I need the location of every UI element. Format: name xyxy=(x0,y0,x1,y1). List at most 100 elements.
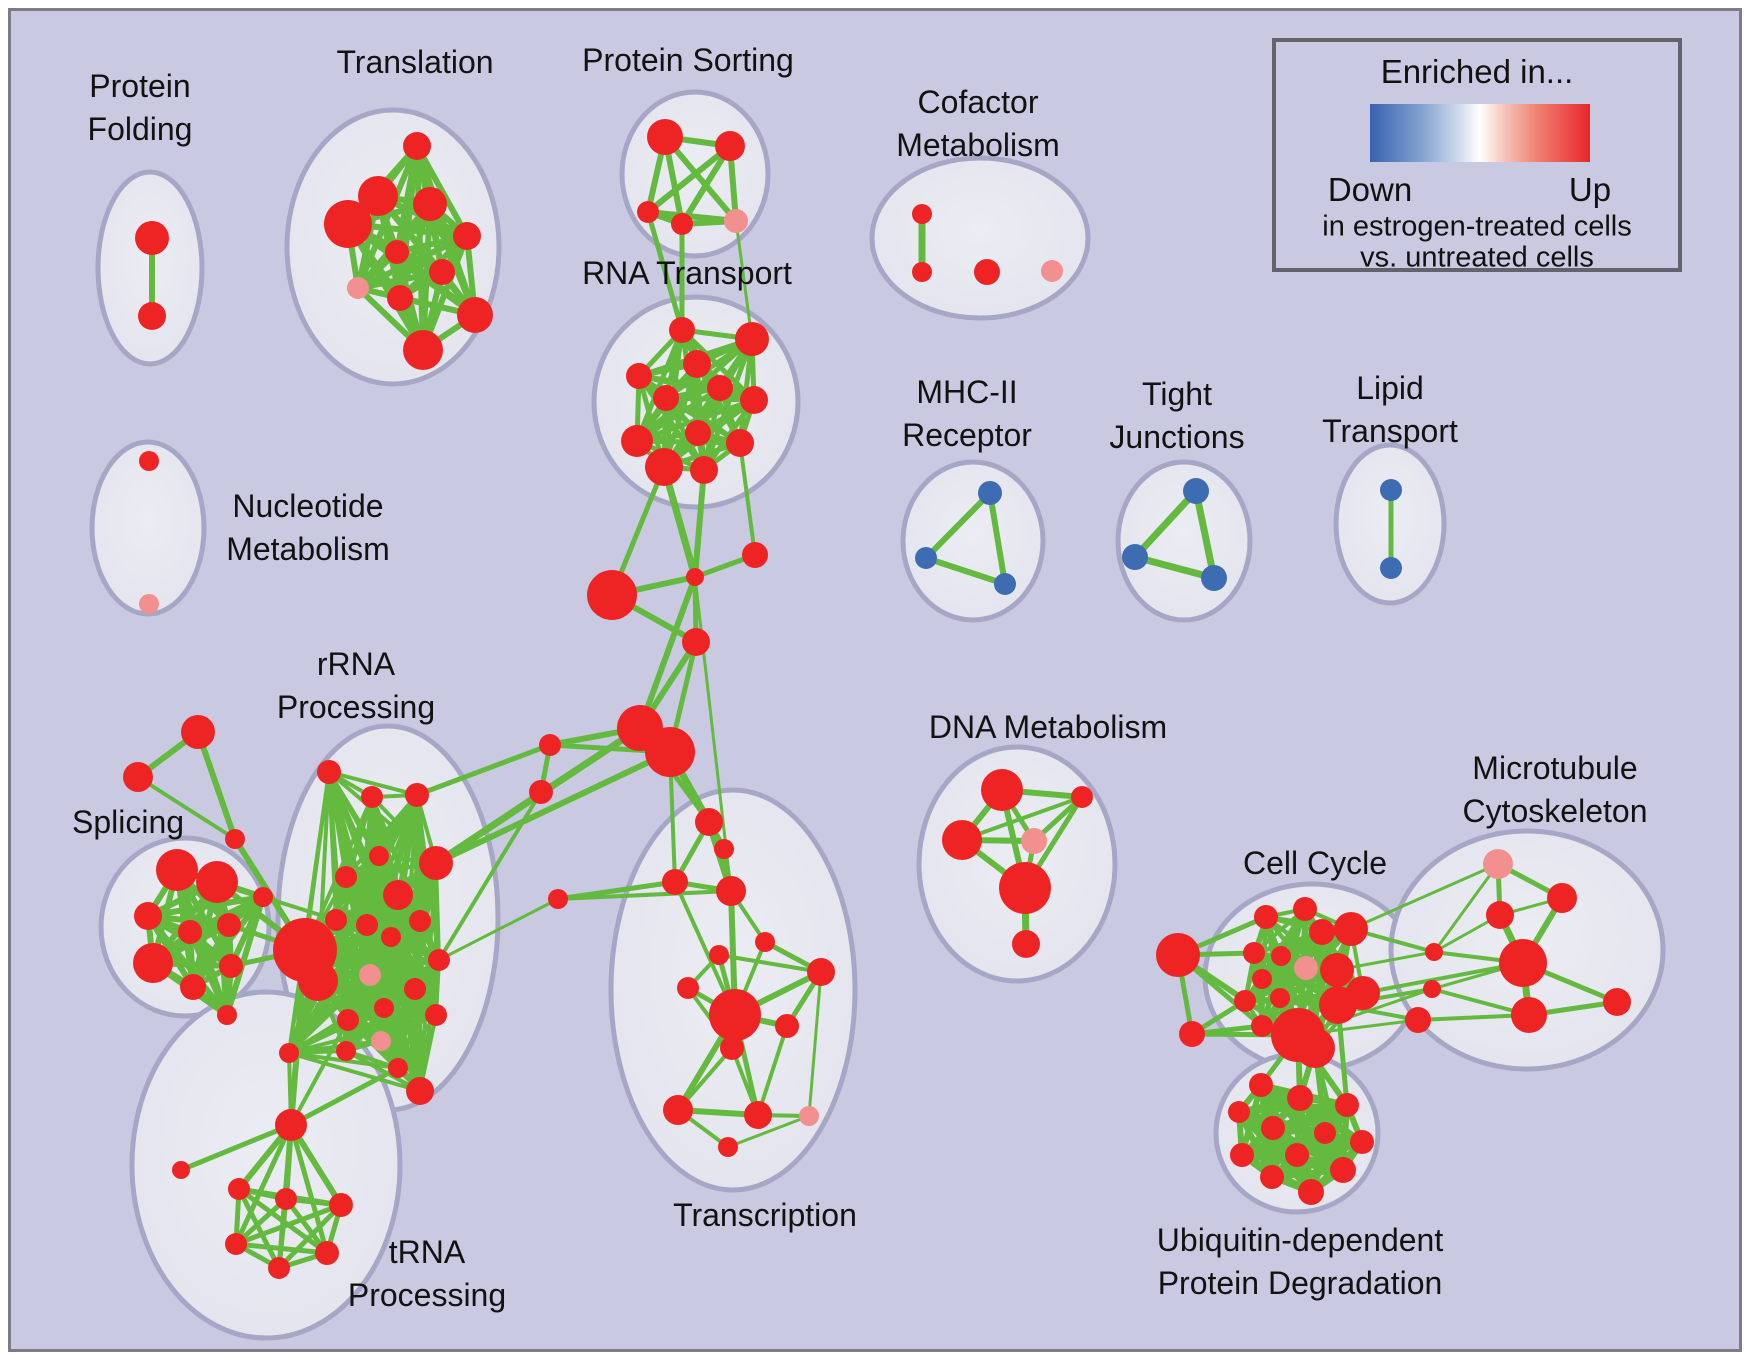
gene-set-node[interactable] xyxy=(225,829,245,849)
gene-set-node[interactable] xyxy=(645,727,695,777)
gene-set-node[interactable] xyxy=(1295,1028,1335,1068)
gene-set-node[interactable] xyxy=(388,1058,408,1078)
gene-set-node[interactable] xyxy=(1012,930,1040,958)
gene-set-node[interactable] xyxy=(275,1188,297,1210)
gene-set-node[interactable] xyxy=(548,889,568,909)
gene-set-node[interactable] xyxy=(453,222,481,250)
gene-set-node[interactable] xyxy=(1425,943,1443,961)
gene-set-node[interactable] xyxy=(406,1077,434,1105)
gene-set-node[interactable] xyxy=(1179,1021,1205,1047)
gene-set-node[interactable] xyxy=(374,998,394,1018)
gene-set-node[interactable] xyxy=(683,350,711,378)
gene-set-node[interactable] xyxy=(1603,988,1631,1016)
gene-set-node[interactable] xyxy=(1499,939,1547,987)
gene-set-node[interactable] xyxy=(621,425,653,457)
gene-set-node[interactable] xyxy=(671,213,693,235)
gene-set-node[interactable] xyxy=(1230,1143,1254,1167)
gene-set-node[interactable] xyxy=(428,949,450,971)
gene-set-node[interactable] xyxy=(775,1014,799,1038)
gene-set-node[interactable] xyxy=(529,780,553,804)
gene-set-node[interactable] xyxy=(912,262,932,282)
gene-set-node[interactable] xyxy=(403,132,431,160)
gene-set-node[interactable] xyxy=(637,201,659,223)
gene-set-node[interactable] xyxy=(178,920,202,944)
gene-set-node[interactable] xyxy=(915,547,937,569)
gene-set-node[interactable] xyxy=(1423,980,1441,998)
gene-set-node[interactable] xyxy=(1271,946,1291,966)
gene-set-node[interactable] xyxy=(172,1161,190,1179)
gene-set-node[interactable] xyxy=(356,914,378,936)
gene-set-node[interactable] xyxy=(139,451,159,471)
gene-set-node[interactable] xyxy=(1380,557,1402,579)
gene-set-node[interactable] xyxy=(662,869,688,895)
gene-set-node[interactable] xyxy=(325,909,347,931)
gene-set-node[interactable] xyxy=(135,221,169,255)
gene-set-node[interactable] xyxy=(279,1043,299,1063)
gene-set-node[interactable] xyxy=(1330,1157,1356,1183)
gene-set-node[interactable] xyxy=(709,945,729,965)
gene-set-node[interactable] xyxy=(1511,997,1547,1033)
gene-set-node[interactable] xyxy=(196,861,238,903)
gene-set-node[interactable] xyxy=(1335,1093,1359,1117)
gene-set-node[interactable] xyxy=(714,839,734,859)
gene-set-node[interactable] xyxy=(807,958,835,986)
gene-set-node[interactable] xyxy=(735,322,769,356)
gene-set-node[interactable] xyxy=(138,302,166,330)
gene-set-node[interactable] xyxy=(663,1095,693,1125)
gene-set-node[interactable] xyxy=(1252,969,1272,989)
gene-set-node[interactable] xyxy=(329,1193,353,1217)
gene-set-node[interactable] xyxy=(1243,942,1265,964)
gene-set-node[interactable] xyxy=(686,568,704,586)
gene-set-node[interactable] xyxy=(457,297,493,333)
gene-set-node[interactable] xyxy=(1285,1143,1309,1167)
gene-set-node[interactable] xyxy=(217,1005,237,1025)
gene-set-node[interactable] xyxy=(1486,901,1514,929)
gene-set-node[interactable] xyxy=(369,846,389,866)
gene-set-node[interactable] xyxy=(1270,988,1290,1008)
gene-set-node[interactable] xyxy=(219,954,243,978)
gene-set-node[interactable] xyxy=(381,927,401,947)
gene-set-node[interactable] xyxy=(587,570,637,620)
gene-set-node[interactable] xyxy=(742,542,768,568)
gene-set-node[interactable] xyxy=(336,1041,356,1061)
gene-set-node[interactable] xyxy=(335,866,357,888)
gene-set-node[interactable] xyxy=(726,429,754,457)
gene-set-node[interactable] xyxy=(720,1036,744,1060)
gene-set-node[interactable] xyxy=(1346,976,1380,1010)
gene-set-node[interactable] xyxy=(740,386,768,414)
gene-set-node[interactable] xyxy=(647,119,683,155)
gene-set-node[interactable] xyxy=(1249,1073,1273,1097)
gene-set-node[interactable] xyxy=(180,974,206,1000)
gene-set-node[interactable] xyxy=(1261,1116,1285,1140)
gene-set-node[interactable] xyxy=(669,317,695,343)
gene-set-node[interactable] xyxy=(268,1257,290,1279)
gene-set-node[interactable] xyxy=(1156,933,1200,977)
gene-set-node[interactable] xyxy=(1320,953,1354,987)
gene-set-node[interactable] xyxy=(715,131,745,161)
gene-set-node[interactable] xyxy=(682,628,710,656)
gene-set-node[interactable] xyxy=(133,943,173,983)
gene-set-node[interactable] xyxy=(1021,828,1047,854)
gene-set-node[interactable] xyxy=(298,961,338,1001)
gene-set-node[interactable] xyxy=(358,176,398,216)
gene-set-node[interactable] xyxy=(1293,897,1317,921)
gene-set-node[interactable] xyxy=(359,964,381,986)
gene-set-node[interactable] xyxy=(1380,479,1402,501)
gene-set-node[interactable] xyxy=(695,808,723,836)
gene-set-node[interactable] xyxy=(1287,1085,1313,1111)
gene-set-node[interactable] xyxy=(709,989,761,1041)
gene-set-node[interactable] xyxy=(317,760,341,784)
gene-set-node[interactable] xyxy=(404,978,426,1000)
gene-set-node[interactable] xyxy=(347,277,369,299)
gene-set-node[interactable] xyxy=(225,1233,247,1255)
gene-set-node[interactable] xyxy=(123,762,153,792)
gene-set-node[interactable] xyxy=(978,481,1002,505)
gene-set-node[interactable] xyxy=(156,849,198,891)
gene-set-node[interactable] xyxy=(134,902,162,930)
gene-set-node[interactable] xyxy=(685,420,711,446)
gene-set-node[interactable] xyxy=(409,910,431,932)
gene-set-node[interactable] xyxy=(912,204,932,224)
gene-set-node[interactable] xyxy=(361,786,383,808)
gene-set-node[interactable] xyxy=(337,1009,359,1031)
gene-set-node[interactable] xyxy=(371,1031,391,1051)
